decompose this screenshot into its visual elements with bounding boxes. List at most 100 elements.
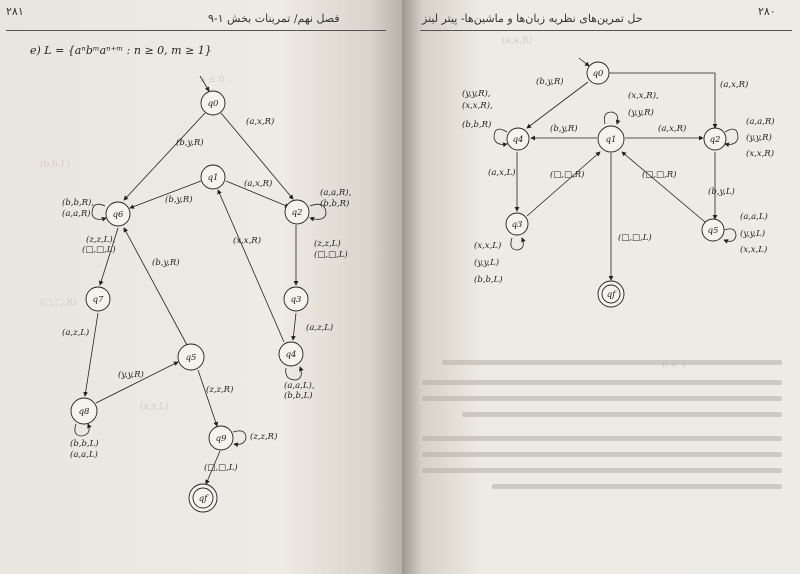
state-q4: q4 [506,127,530,151]
edge-label: (x,x,L) [474,240,501,251]
edge-label: (a,x,L) [488,167,516,178]
edge-q1-q2 [225,180,290,208]
running-header: فصل نهم/ تمرینات بخش ۱-۹ [208,12,340,25]
left-automaton-diagram: q0 q1 q2 q3 q4 q5 q6 q7 q8 q9 qf (a,x,R)… [62,75,352,513]
edge-label: (a,x,R) [246,116,274,127]
loop-q8 [74,423,92,437]
page-number: ۲۸۱ [6,5,24,18]
edge-label: (z,z,R) [206,384,233,395]
edge-label: (y,y,R) [118,369,144,380]
edge-label: (a,x,R) [244,178,272,189]
svg-text:q9: q9 [216,434,227,444]
edge-label: (a,z,L) [62,327,89,338]
svg-text:q0: q0 [593,69,604,79]
svg-text:q1: q1 [606,135,617,145]
bleed-through-line [422,396,782,401]
edge-label: (b,b,R), [62,197,94,208]
edge-label: (b,b,R) [462,119,491,130]
svg-text:q4: q4 [513,135,524,145]
edge-q8-q5 [95,361,179,404]
svg-text:q8: q8 [79,407,90,417]
state-q4: q4 [278,341,304,367]
edge-q0-q2 [609,72,718,129]
svg-text:q5: q5 [186,353,197,363]
edge-label: (a,a,L), [284,380,315,391]
edge-label: (x,x,L) [740,244,767,255]
edge-q7-q8 [83,312,99,397]
svg-text:q1: q1 [208,173,219,183]
running-header: حل تمرین‌های نظریه زبان‌ها و ماشین‌ها- پ… [422,12,643,25]
edge-label: (a,a,R) [746,116,775,127]
state-qf: qf [597,280,625,308]
loop-q5 [723,228,737,244]
edge-label: (z,z,L), [86,234,116,245]
state-q1: q1 [597,125,625,153]
edge-q5-q9 [197,369,218,427]
header-rule [420,30,792,31]
edge-label: (b,y,R) [536,76,564,87]
state-q8: q8 [70,397,98,425]
edge-label: (□,□,R) [642,169,677,180]
edge-label: (z,z,R) [250,431,277,442]
start-arrow [199,75,210,92]
edge-label: (y,y,R), [462,88,491,99]
edge-label: (a,z,L) [306,322,333,333]
state-q0: q0 [200,90,226,116]
edge-q0-q2 [220,112,294,200]
state-q2: q2 [703,127,727,151]
svg-text:q5: q5 [708,226,719,236]
edge-label: (z,z,L) [314,238,341,249]
edge-label: (a,x,R) [720,79,748,90]
loop-q4 [493,128,508,148]
state-q6: q6 [105,201,131,227]
edge-label: (b,b,R) [320,198,349,209]
svg-text:q0: q0 [208,99,219,109]
left-page: a ≤ 0 ... (b,b,L) (□,□,R) (x,x,L) ۲۸۱ فص… [0,0,402,574]
svg-text:q3: q3 [291,295,302,305]
svg-text:q2: q2 [710,135,721,145]
state-q1: q1 [200,164,226,190]
loop-q4 [285,366,304,381]
header-rule [6,30,386,31]
edge-label: (a,a,L) [740,211,768,222]
state-q9: q9 [208,425,234,451]
edge-label: (y,y,R) [628,107,654,118]
edge-label: (□,□,L) [82,244,116,255]
svg-text:q6: q6 [113,210,124,220]
bleed-through-line [422,452,782,457]
loop-q2 [309,203,327,222]
edge-label: (b,b,L) [70,438,99,449]
edge-label: (b,y,R) [550,123,578,134]
edge-q1-q6 [129,180,202,209]
bleed-through-line [422,436,782,441]
edge-q5-q6 [123,227,188,346]
page-number: ۲۸۰ [758,5,776,18]
edge-label: (b,y,R) [152,257,180,268]
edge-label: (□,□,L) [204,462,238,473]
bleed-through-line [422,468,782,473]
edge-label: (x,x,R), [628,90,659,101]
loop-q3 [510,237,526,251]
edge-label: (y,y,L) [740,228,765,239]
edge-q3-q1 [526,151,601,217]
state-q3: q3 [283,286,309,312]
loop-q9 [232,430,247,448]
edge-q6-q7 [98,227,119,286]
state-qf: qf [188,483,218,513]
edge-label: (x,x,R) [746,148,774,159]
edge-label: (b,b,L) [284,390,313,401]
bleed-through-line [422,380,782,385]
loop-q2 [724,128,739,148]
edge-q0-q4 [526,81,589,129]
state-q3: q3 [505,212,529,236]
state-q5: q5 [177,343,205,371]
edge-q0-q6 [123,112,206,201]
edge-label: (a,a,L) [70,449,98,460]
state-q0: q0 [586,61,610,85]
edge-label: (a,a,R), [320,187,352,198]
loop-q1 [603,111,621,125]
loop-q6 [91,203,107,222]
right-automaton-diagram: q0 q1 q2 q3 q4 q5 qf (b,y,R) (a,x,R) (y,… [462,57,775,308]
edge-label: (a,a,R) [62,208,91,219]
edge-q5-q1 [621,151,706,223]
